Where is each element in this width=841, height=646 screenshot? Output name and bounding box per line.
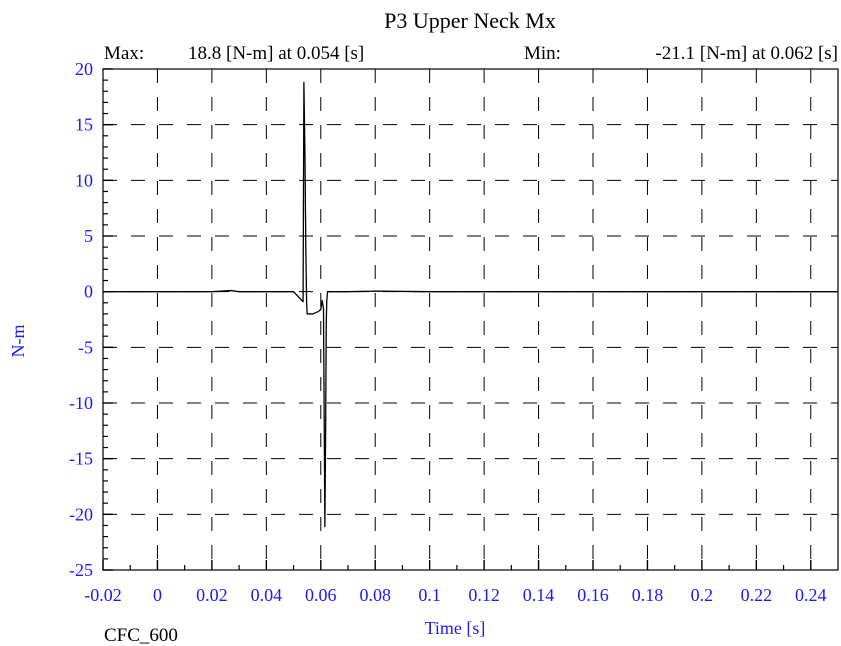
x-tick-label: 0.04 [251, 585, 283, 605]
y-tick-label: -20 [69, 504, 93, 524]
y-tick-label: -5 [78, 337, 93, 357]
plot-frame [102, 68, 839, 571]
y-tick-label: -25 [69, 560, 93, 580]
x-tick-label: 0.24 [795, 585, 827, 605]
max-value-text: 18.8 [N-m] at 0.054 [s] [188, 43, 364, 64]
max-label: Max: [104, 43, 144, 64]
x-tick-label: 0.06 [305, 585, 337, 605]
x-tick-label: 0.18 [632, 585, 664, 605]
x-tick-label: 0 [153, 585, 162, 605]
x-tick-label: -0.02 [84, 585, 122, 605]
series-layer [103, 81, 838, 528]
tick-marks [102, 68, 812, 571]
series-line [103, 81, 838, 528]
x-axis-label: Time [s] [425, 618, 486, 638]
y-tick-label: 5 [84, 226, 93, 246]
y-tick-label: -15 [69, 449, 93, 469]
x-tick-label: 0.1 [418, 585, 441, 605]
y-tick-label: -10 [69, 393, 93, 413]
x-tick-label: 0.2 [691, 585, 714, 605]
y-tick-label: 15 [75, 115, 93, 135]
min-label: Min: [524, 43, 561, 64]
x-tick-label: 0.14 [523, 585, 555, 605]
min-value-text: -21.1 [N-m] at 0.062 [s] [655, 43, 838, 64]
x-tick-label: 0.02 [196, 585, 228, 605]
x-tick-label: 0.16 [577, 585, 609, 605]
x-tick-label: 0.12 [468, 585, 500, 605]
y-axis-label: N-m [8, 325, 28, 358]
filter-label: CFC_600 [104, 625, 178, 646]
y-tick-labels: 20 15 10 5 0 -5 -10 -15 -20 -25 [69, 59, 93, 580]
x-tick-labels: -0.02 0 0.02 0.04 0.06 0.08 0.1 0.12 0.14 0.16 0.1… [84, 585, 826, 605]
x-tick-label: 0.22 [741, 585, 773, 605]
y-tick-label: 10 [75, 170, 93, 190]
y-tick-label: 20 [75, 59, 93, 79]
grid [103, 69, 838, 570]
y-tick-label: 0 [84, 282, 93, 302]
x-tick-label: 0.08 [359, 585, 391, 605]
chart-title: P3 Upper Neck Mx [384, 8, 556, 33]
